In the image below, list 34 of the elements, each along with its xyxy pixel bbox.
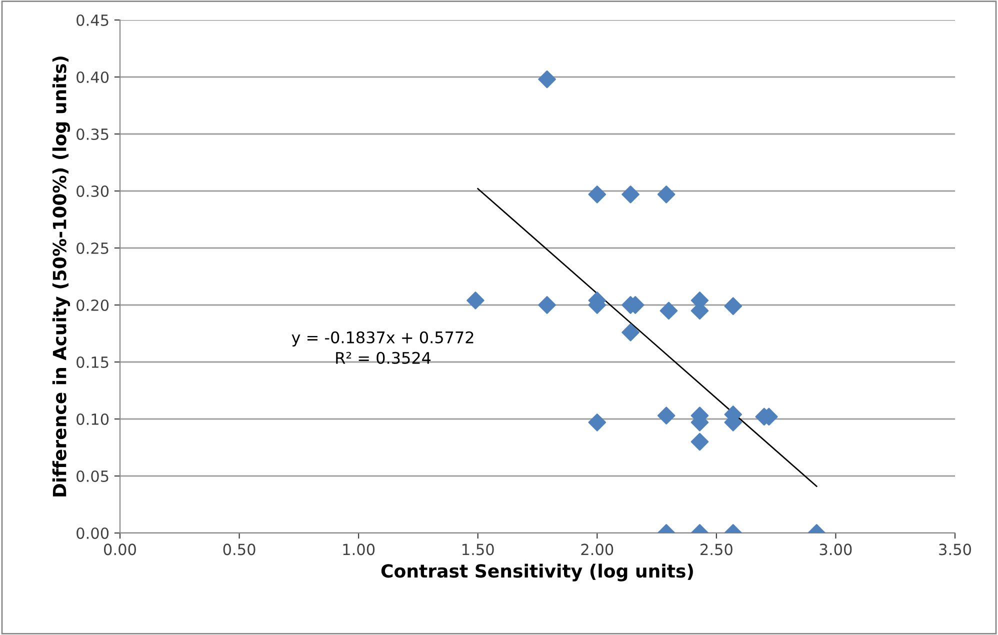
y-axis-title: Difference in Acuity (50%-100%) (log units) bbox=[52, 56, 70, 496]
point bbox=[538, 70, 556, 88]
x-tick-label: 0.00 bbox=[104, 544, 136, 556]
x-tick-label: 3.00 bbox=[820, 544, 852, 556]
y-tick-label: 0.45 bbox=[76, 14, 108, 26]
x-tick-label: 1.50 bbox=[462, 544, 494, 556]
point bbox=[466, 292, 484, 310]
point bbox=[622, 186, 640, 204]
x-tick-label: 3.50 bbox=[939, 544, 971, 556]
y-tick-label: 0.20 bbox=[76, 299, 109, 312]
x-tick-label: 2.50 bbox=[700, 544, 732, 556]
point bbox=[622, 323, 640, 342]
point bbox=[588, 186, 606, 204]
y-tick-label: 0.05 bbox=[76, 470, 108, 482]
point bbox=[690, 432, 709, 451]
y-tick-label: 0.10 bbox=[76, 413, 109, 426]
point bbox=[660, 302, 678, 320]
annotation: R² = 0.3524 bbox=[336, 352, 431, 364]
point bbox=[657, 186, 676, 204]
point bbox=[538, 296, 556, 314]
y-tick-label: 0.15 bbox=[76, 356, 108, 368]
y-tick-label: 0.00 bbox=[76, 527, 109, 540]
point bbox=[724, 297, 742, 316]
annotation: y = -0.1837x + 0.5772 bbox=[292, 331, 474, 347]
y-tick-label: 0.25 bbox=[76, 242, 108, 254]
y-tick-label: 0.40 bbox=[76, 71, 109, 84]
y-tick-label: 0.30 bbox=[76, 185, 109, 198]
y-tick-label: 0.35 bbox=[76, 128, 108, 140]
x-tick-label: 0.50 bbox=[223, 544, 256, 556]
point bbox=[657, 406, 676, 424]
point bbox=[588, 414, 606, 432]
x-tick-label: 1.00 bbox=[343, 544, 375, 556]
x-axis-title: Contrast Sensitivity (log units) bbox=[381, 564, 693, 582]
x-tick-label: 2.00 bbox=[581, 544, 614, 556]
